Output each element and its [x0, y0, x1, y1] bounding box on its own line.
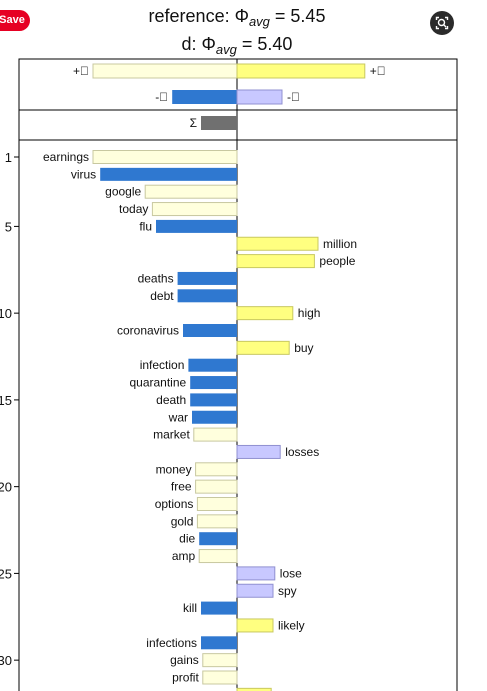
title-ref-subscript: avg [248, 14, 270, 29]
y-tick-label: 25 [0, 566, 12, 581]
word-free-bar [195, 479, 238, 494]
word-today-bar [151, 202, 238, 217]
y-tick-label: 5 [5, 219, 12, 234]
word-death-bar [190, 393, 237, 407]
word-google-bar [144, 184, 238, 199]
y-tick-label: 1 [5, 150, 12, 165]
word-amp-bar [198, 549, 238, 564]
word-war-label: war [168, 410, 188, 424]
chart-title-reference: reference: Φavg = 5.45 [0, 6, 474, 29]
summary-sum-left-label: Σ [190, 116, 197, 130]
word-buy-label: buy [294, 341, 313, 355]
lens-icon[interactable] [430, 11, 454, 35]
y-tick-label: 15 [0, 393, 12, 408]
title-d-prefix: d: Φ [181, 34, 216, 54]
summary-pos-left-label: +⃞ [73, 64, 89, 78]
word-people-label: people [319, 254, 355, 268]
word-death-label: death [156, 393, 186, 407]
word-gold-bar [196, 514, 238, 529]
word-million-bar [236, 236, 319, 251]
word-debt-label: debt [150, 289, 174, 303]
word-gold-label: gold [171, 514, 194, 528]
summary-pos-right-bar [236, 63, 366, 79]
word-rank-32-bar [236, 687, 272, 691]
word-market-label: market [153, 428, 190, 442]
word-kill-bar [201, 601, 237, 615]
word-lose-label: lose [280, 566, 302, 580]
word-debt-bar [177, 289, 237, 303]
word-flu-label: flu [139, 219, 152, 233]
word-deaths-bar [177, 271, 237, 285]
word-amp-label: amp [172, 549, 196, 563]
word-earnings-label: earnings [43, 150, 89, 164]
y-tick-label: 10 [0, 306, 12, 321]
word-likely-bar [236, 618, 274, 633]
y-tick-label: 20 [0, 480, 12, 495]
word-gains-bar [202, 653, 238, 668]
title-ref-prefix: reference: Φ [148, 6, 249, 26]
word-infections-label: infections [146, 636, 197, 650]
word-spy-label: spy [278, 584, 297, 598]
word-buy-bar [236, 340, 290, 355]
summary-pos-right-label: +⃞ [370, 64, 386, 78]
word-losses-label: losses [285, 445, 319, 459]
chart-title-d: d: Φavg = 5.40 [0, 34, 474, 57]
word-virus-label: virus [71, 167, 96, 181]
word-bars: earnings virus google today flu million people… [43, 150, 357, 691]
word-market-bar [193, 427, 238, 442]
word-flu-bar [156, 219, 237, 233]
word-google-label: google [105, 185, 141, 199]
title-d-subscript: avg [215, 42, 237, 57]
word-high-bar [236, 306, 294, 321]
summary-sum-left-bar [201, 116, 237, 130]
word-gains-label: gains [170, 653, 199, 667]
word-people-bar [236, 254, 315, 269]
save-button[interactable]: Save [0, 10, 30, 31]
y-tick-label: 30 [0, 653, 12, 668]
word-virus-bar [100, 167, 237, 181]
summary-neg-left-bar [172, 90, 237, 104]
word-likely-label: likely [278, 618, 305, 632]
word-profit-label: profit [172, 671, 199, 685]
word-money-label: money [156, 462, 192, 476]
word-infections-bar [201, 636, 237, 650]
word-million-label: million [323, 237, 357, 251]
word-die-label: die [179, 532, 195, 546]
word-quarantine-label: quarantine [129, 376, 186, 390]
word-war-bar [192, 410, 237, 424]
word-quarantine-bar [190, 376, 237, 390]
word-coronavirus-label: coronavirus [117, 324, 179, 338]
summary-panel: +⃞ +⃞ -⃞ -⃞ Σ [73, 63, 386, 130]
word-profit-bar [202, 670, 238, 685]
word-high-label: high [298, 306, 321, 320]
word-deaths-label: deaths [138, 271, 174, 285]
word-free-label: free [171, 480, 192, 494]
title-ref-value: = 5.45 [269, 6, 326, 26]
word-money-bar [195, 462, 238, 477]
summary-pos-left-bar [92, 63, 238, 79]
word-earnings-bar [92, 150, 238, 164]
word-die-bar [199, 532, 237, 546]
word-lose-bar [236, 566, 276, 581]
word-options-bar [196, 497, 238, 511]
word-options-label: options [155, 497, 194, 511]
word-spy-bar [236, 583, 274, 598]
word-kill-label: kill [183, 601, 197, 615]
word-coronavirus-bar [183, 324, 237, 337]
plot-border [18, 58, 458, 691]
title-d-value: = 5.40 [236, 34, 293, 54]
summary-neg-right-label: -⃞ [287, 90, 300, 104]
word-infection-label: infection [140, 358, 185, 372]
word-today-label: today [119, 202, 148, 216]
word-losses-bar [236, 444, 281, 459]
summary-neg-right-bar [236, 89, 283, 105]
word-infection-bar [188, 358, 237, 372]
summary-neg-left-label: -⃞ [155, 90, 168, 104]
